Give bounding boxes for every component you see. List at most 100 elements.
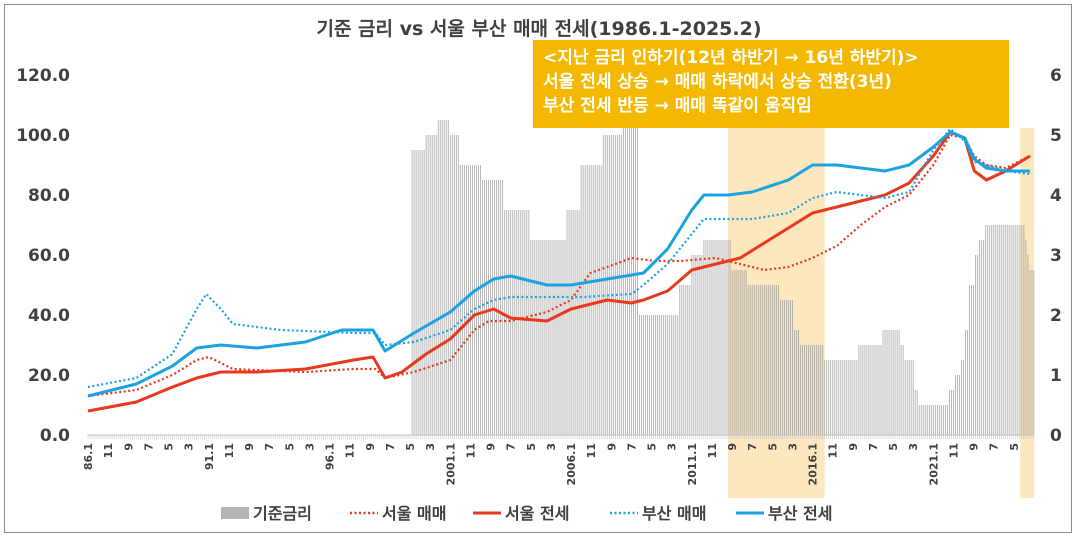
base-rate-bar [618,135,620,435]
base-rate-bar [749,285,751,435]
base-rate-bar [916,390,918,435]
base-rate-bar [999,225,1001,435]
x-tick-label: 9 [243,443,256,451]
base-rate-bar [759,285,761,435]
base-rate-bar [743,270,745,435]
x-tick-label: 5 [887,443,900,451]
base-rate-bar [1013,225,1015,435]
base-rate-bar [530,240,532,435]
base-rate-bar [828,360,830,435]
base-rate-bar [902,345,904,435]
base-rate-bar [455,135,457,435]
base-rate-bar [1015,225,1017,435]
base-rate-bar [679,285,681,435]
base-rate-bar [852,360,854,435]
y-right-tick-label: 1 [1050,366,1062,386]
base-rate-bar [820,345,822,435]
base-rate-bar [942,405,944,435]
series-line [87,130,1030,398]
x-tick-label: 7 [263,443,276,451]
base-rate-bar [985,225,987,435]
base-rate-bar [816,345,818,435]
legend-label: 부산 매매 [642,504,706,523]
base-rate-bar [1023,225,1025,435]
base-rate-bar [1021,225,1023,435]
base-rate-bar [946,405,948,435]
base-rate-bar [653,315,655,435]
x-tick-label: 11 [947,443,960,458]
base-rate-bar [977,255,979,435]
base-rate-bar [542,240,544,435]
base-rate-bar [532,240,534,435]
base-rate-bar [812,345,814,435]
y-left-tick-label: 60.0 [28,246,70,266]
base-rate-bar [940,405,942,435]
base-rate-bar [675,315,677,435]
base-rate-bar [890,330,892,435]
x-tick-label: 3 [183,443,196,451]
base-rate-bar [673,315,675,435]
base-rate-bar [526,210,528,435]
base-rate-bar [751,285,753,435]
base-rate-bar [528,210,530,435]
base-rate-bar [995,225,997,435]
legend: 기준금리 서울 매매 서울 전세 부산 매매 부산 전세 [221,504,832,523]
series-lines [87,127,1031,413]
base-rate-bar [747,285,749,435]
base-rate-bar [421,150,423,435]
base-rate-bar [588,165,590,435]
base-rate-bar [1025,240,1027,435]
base-rate-bar [975,255,977,435]
base-rate-bar [961,360,962,435]
base-rate-bar [951,390,952,435]
base-rate-bar [705,240,707,435]
base-rate-bar [707,240,709,435]
base-rate-bar [476,165,477,435]
legend-label: 서울 전세 [505,504,569,523]
base-rate-bar [814,345,816,435]
base-rate-bar [534,240,536,435]
legend-swatch-bar [221,507,249,519]
base-rate-bar [647,315,649,435]
base-rate-bar [832,360,834,435]
base-rate-bar [934,405,936,435]
base-rate-bar [639,315,640,435]
base-rate-bar [804,345,805,435]
base-rate-bar [474,165,475,435]
base-rate-bar [1005,225,1007,435]
base-rate-bar [818,345,820,435]
x-tick-label: 5 [766,443,779,451]
base-rate-bar [741,270,743,435]
base-rate-bar [437,120,439,435]
base-rate-bar [858,345,860,435]
base-rate-bar [1017,225,1019,435]
base-rate-bar [880,345,882,435]
base-rate-bar [989,225,991,435]
base-rate-bar [447,120,449,435]
base-rate-bar [709,240,711,435]
base-rate-bar [415,150,417,435]
base-rate-bar [767,285,769,435]
y-right-tick-label: 0 [1050,426,1062,446]
base-rate-bar [570,210,572,435]
x-tick-label: 5 [525,443,538,451]
base-rate-bar [592,165,594,435]
base-rate-bar [546,240,548,435]
chart-title: 기준 금리 vs 서울 부산 매매 전세(1986.1-2025.2) [316,18,762,40]
x-tick-label: 9 [605,443,618,451]
base-rate-bar [626,120,628,435]
x-tick-label: 86.1 [82,443,95,470]
y-left-tick-label: 40.0 [28,306,70,326]
base-rate-bar [713,240,715,435]
base-rate-bar [498,180,500,435]
base-rate-bar [870,345,872,435]
base-rate-bar [1033,270,1035,435]
base-rate-bar [737,270,739,435]
annotation-callout: <지난 금리 인하기(12년 하반기 → 16년 하반기)> 서울 전세 상승 … [533,40,1009,128]
x-tick-label: 9 [726,443,739,451]
x-tick-label: 11 [344,443,357,458]
base-rate-bar [657,315,659,435]
base-rate-bar [566,210,568,435]
base-rate-bar [478,165,479,435]
base-rate-bar [492,180,494,435]
